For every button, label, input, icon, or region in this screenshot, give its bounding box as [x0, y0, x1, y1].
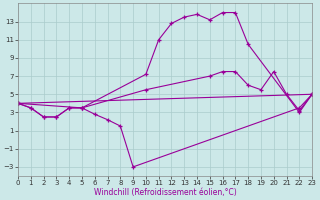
X-axis label: Windchill (Refroidissement éolien,°C): Windchill (Refroidissement éolien,°C) — [94, 188, 236, 197]
